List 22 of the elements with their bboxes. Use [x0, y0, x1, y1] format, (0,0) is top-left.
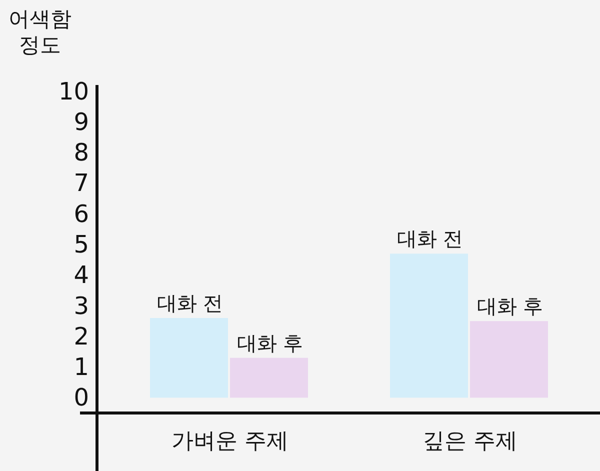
x-tick-label: 가벼운 주제 — [172, 429, 288, 454]
y-tick-label: 3 — [74, 292, 89, 320]
y-tick-label: 4 — [74, 261, 89, 290]
series-label: 대화 후 — [236, 330, 304, 355]
x-tick-label: 깊은 주제 — [422, 429, 518, 454]
series-label: 대화 전 — [156, 291, 224, 316]
bar — [470, 321, 548, 398]
text: 대화 후 — [476, 294, 544, 318]
y-axis-title: 어색함 정도 — [8, 7, 72, 57]
bar — [390, 254, 468, 398]
y-tick-label: 0 — [74, 384, 89, 412]
bar — [150, 318, 228, 398]
y-tick-label: 9 — [74, 108, 89, 136]
y-tick-label: 10 — [58, 77, 89, 106]
y-tick-label: 1 — [74, 353, 89, 382]
y-tick-label: 6 — [74, 200, 89, 228]
y-tick-label: 8 — [74, 138, 89, 167]
y-tick-label: 5 — [74, 230, 89, 258]
y-tick-label: 2 — [74, 322, 89, 350]
text: 대화 전 — [396, 226, 464, 251]
bar — [230, 358, 308, 398]
y-tick-label: 7 — [74, 169, 89, 198]
